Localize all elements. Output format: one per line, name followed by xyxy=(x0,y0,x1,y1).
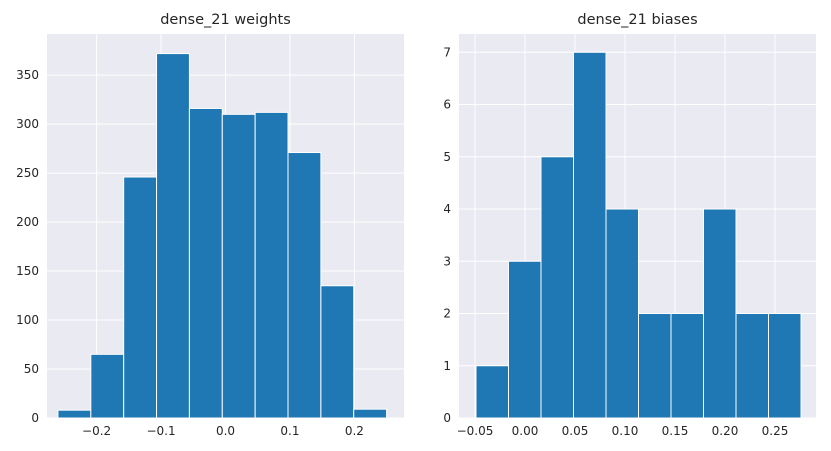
biases-histogram-bar xyxy=(540,156,574,419)
biases-histogram-panel: dense_21 biases −0.05 0.00 0.05 0.10 0.15 0.2… xyxy=(443,12,816,438)
weights-histogram-bar xyxy=(320,285,355,419)
biases-histogram-bar xyxy=(573,51,607,419)
biases-y-tick-label: 2 xyxy=(443,307,451,321)
weights-histogram-bar xyxy=(123,176,158,419)
biases-histogram-bar xyxy=(670,313,704,419)
weights-x-tick-label: −0.2 xyxy=(82,424,111,438)
weights-y-tick-label: 100 xyxy=(16,313,39,327)
biases-x-tick-label: 0.25 xyxy=(762,424,789,438)
biases-histogram-bar xyxy=(768,313,802,419)
weights-histogram-bar xyxy=(90,353,125,419)
biases-y-tick-label: 6 xyxy=(443,98,451,112)
biases-histogram-bar xyxy=(703,208,737,419)
weights-histogram-bar xyxy=(57,409,92,419)
weights-y-tick-label: 50 xyxy=(24,362,39,376)
biases-x-tick-label: 0.20 xyxy=(712,424,739,438)
biases-y-tick-label: 4 xyxy=(443,202,451,216)
weights-chart-title: dense_21 weights xyxy=(160,12,291,28)
biases-y-tick-label: 0 xyxy=(443,411,451,425)
weights-histogram-bar xyxy=(156,53,190,419)
weights-histogram-bar xyxy=(188,107,223,419)
biases-histogram-bar xyxy=(508,260,542,419)
biases-x-tick-label: 0.00 xyxy=(512,424,539,438)
biases-histogram-bar xyxy=(605,208,639,419)
biases-y-tick-label: 7 xyxy=(443,45,451,59)
weights-histogram-bar xyxy=(254,111,289,419)
biases-x-tick-label: 0.15 xyxy=(662,424,689,438)
weights-y-tick-label: 250 xyxy=(16,166,39,180)
weights-x-tick-label: 0.1 xyxy=(280,424,299,438)
biases-histogram-bar xyxy=(735,313,769,419)
weights-y-tick-label: 150 xyxy=(16,264,39,278)
weights-x-tick-label: −0.1 xyxy=(146,424,175,438)
weights-y-tick-label: 350 xyxy=(16,68,39,82)
biases-x-tick-label: 0.05 xyxy=(562,424,589,438)
weights-x-tick-label: 0.0 xyxy=(216,424,235,438)
biases-y-tick-label: 3 xyxy=(443,254,451,268)
biases-histogram-bar xyxy=(638,313,672,419)
weights-histogram-bar xyxy=(221,113,256,419)
weights-y-tick-label: 300 xyxy=(16,117,39,131)
biases-chart-title: dense_21 biases xyxy=(577,12,697,28)
biases-y-tick-label: 5 xyxy=(443,150,451,164)
weights-histogram-panel: dense_21 weights −0.2 −0.1 0.0 0.1 0.2 0 50 100… xyxy=(16,12,404,438)
weights-y-tick-label: 0 xyxy=(31,411,39,425)
biases-x-tick-label: −0.05 xyxy=(457,424,494,438)
biases-y-tick-label: 1 xyxy=(443,359,451,373)
biases-x-tick-label: 0.10 xyxy=(612,424,639,438)
biases-histogram-bar xyxy=(475,365,509,419)
weights-histogram-bar xyxy=(353,408,388,419)
weights-y-tick-label: 200 xyxy=(16,215,39,229)
weights-histogram-bar xyxy=(287,152,322,419)
weights-x-tick-label: 0.2 xyxy=(345,424,364,438)
